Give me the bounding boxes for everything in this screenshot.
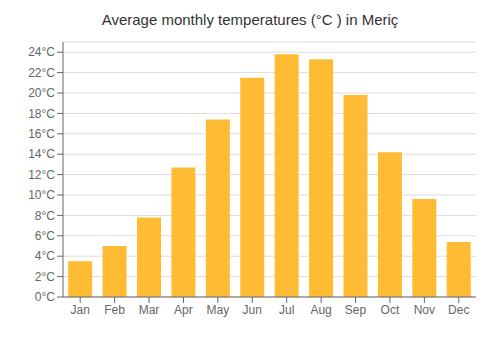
svg-text:18°C: 18°C <box>28 107 55 121</box>
svg-text:20°C: 20°C <box>28 86 55 100</box>
svg-text:12°C: 12°C <box>28 168 55 182</box>
svg-text:Sep: Sep <box>345 303 367 317</box>
svg-text:10°C: 10°C <box>28 188 55 202</box>
html-text:Average monthly temperatures (: Average monthly temperatures (°C ) in Me… <box>101 11 399 28</box>
svg-text:14°C: 14°C <box>28 147 55 161</box>
svg-text:Jul: Jul <box>279 303 294 317</box>
svg-text:Dec: Dec <box>448 303 469 317</box>
svg-text:6°C: 6°C <box>35 229 55 243</box>
svg-text:8°C: 8°C <box>35 209 55 223</box>
svg-text:Jun: Jun <box>243 303 262 317</box>
svg-text:4°C: 4°C <box>35 249 55 263</box>
svg-text:Aug: Aug <box>310 303 331 317</box>
svg-text:Feb: Feb <box>104 303 125 317</box>
svg-text:0°C: 0°C <box>35 290 55 304</box>
svg-text:Nov: Nov <box>414 303 435 317</box>
svg-text:May: May <box>207 303 230 317</box>
svg-text:24°C: 24°C <box>28 45 55 59</box>
svg-text:Jan: Jan <box>71 303 90 317</box>
svg-text:Apr: Apr <box>174 303 193 317</box>
svg-text:2°C: 2°C <box>35 270 55 284</box>
svg-text:16°C: 16°C <box>28 127 55 141</box>
svg-text:Oct: Oct <box>381 303 400 317</box>
svg-text:Mar: Mar <box>139 303 160 317</box>
svg-text:22°C: 22°C <box>28 66 55 80</box>
